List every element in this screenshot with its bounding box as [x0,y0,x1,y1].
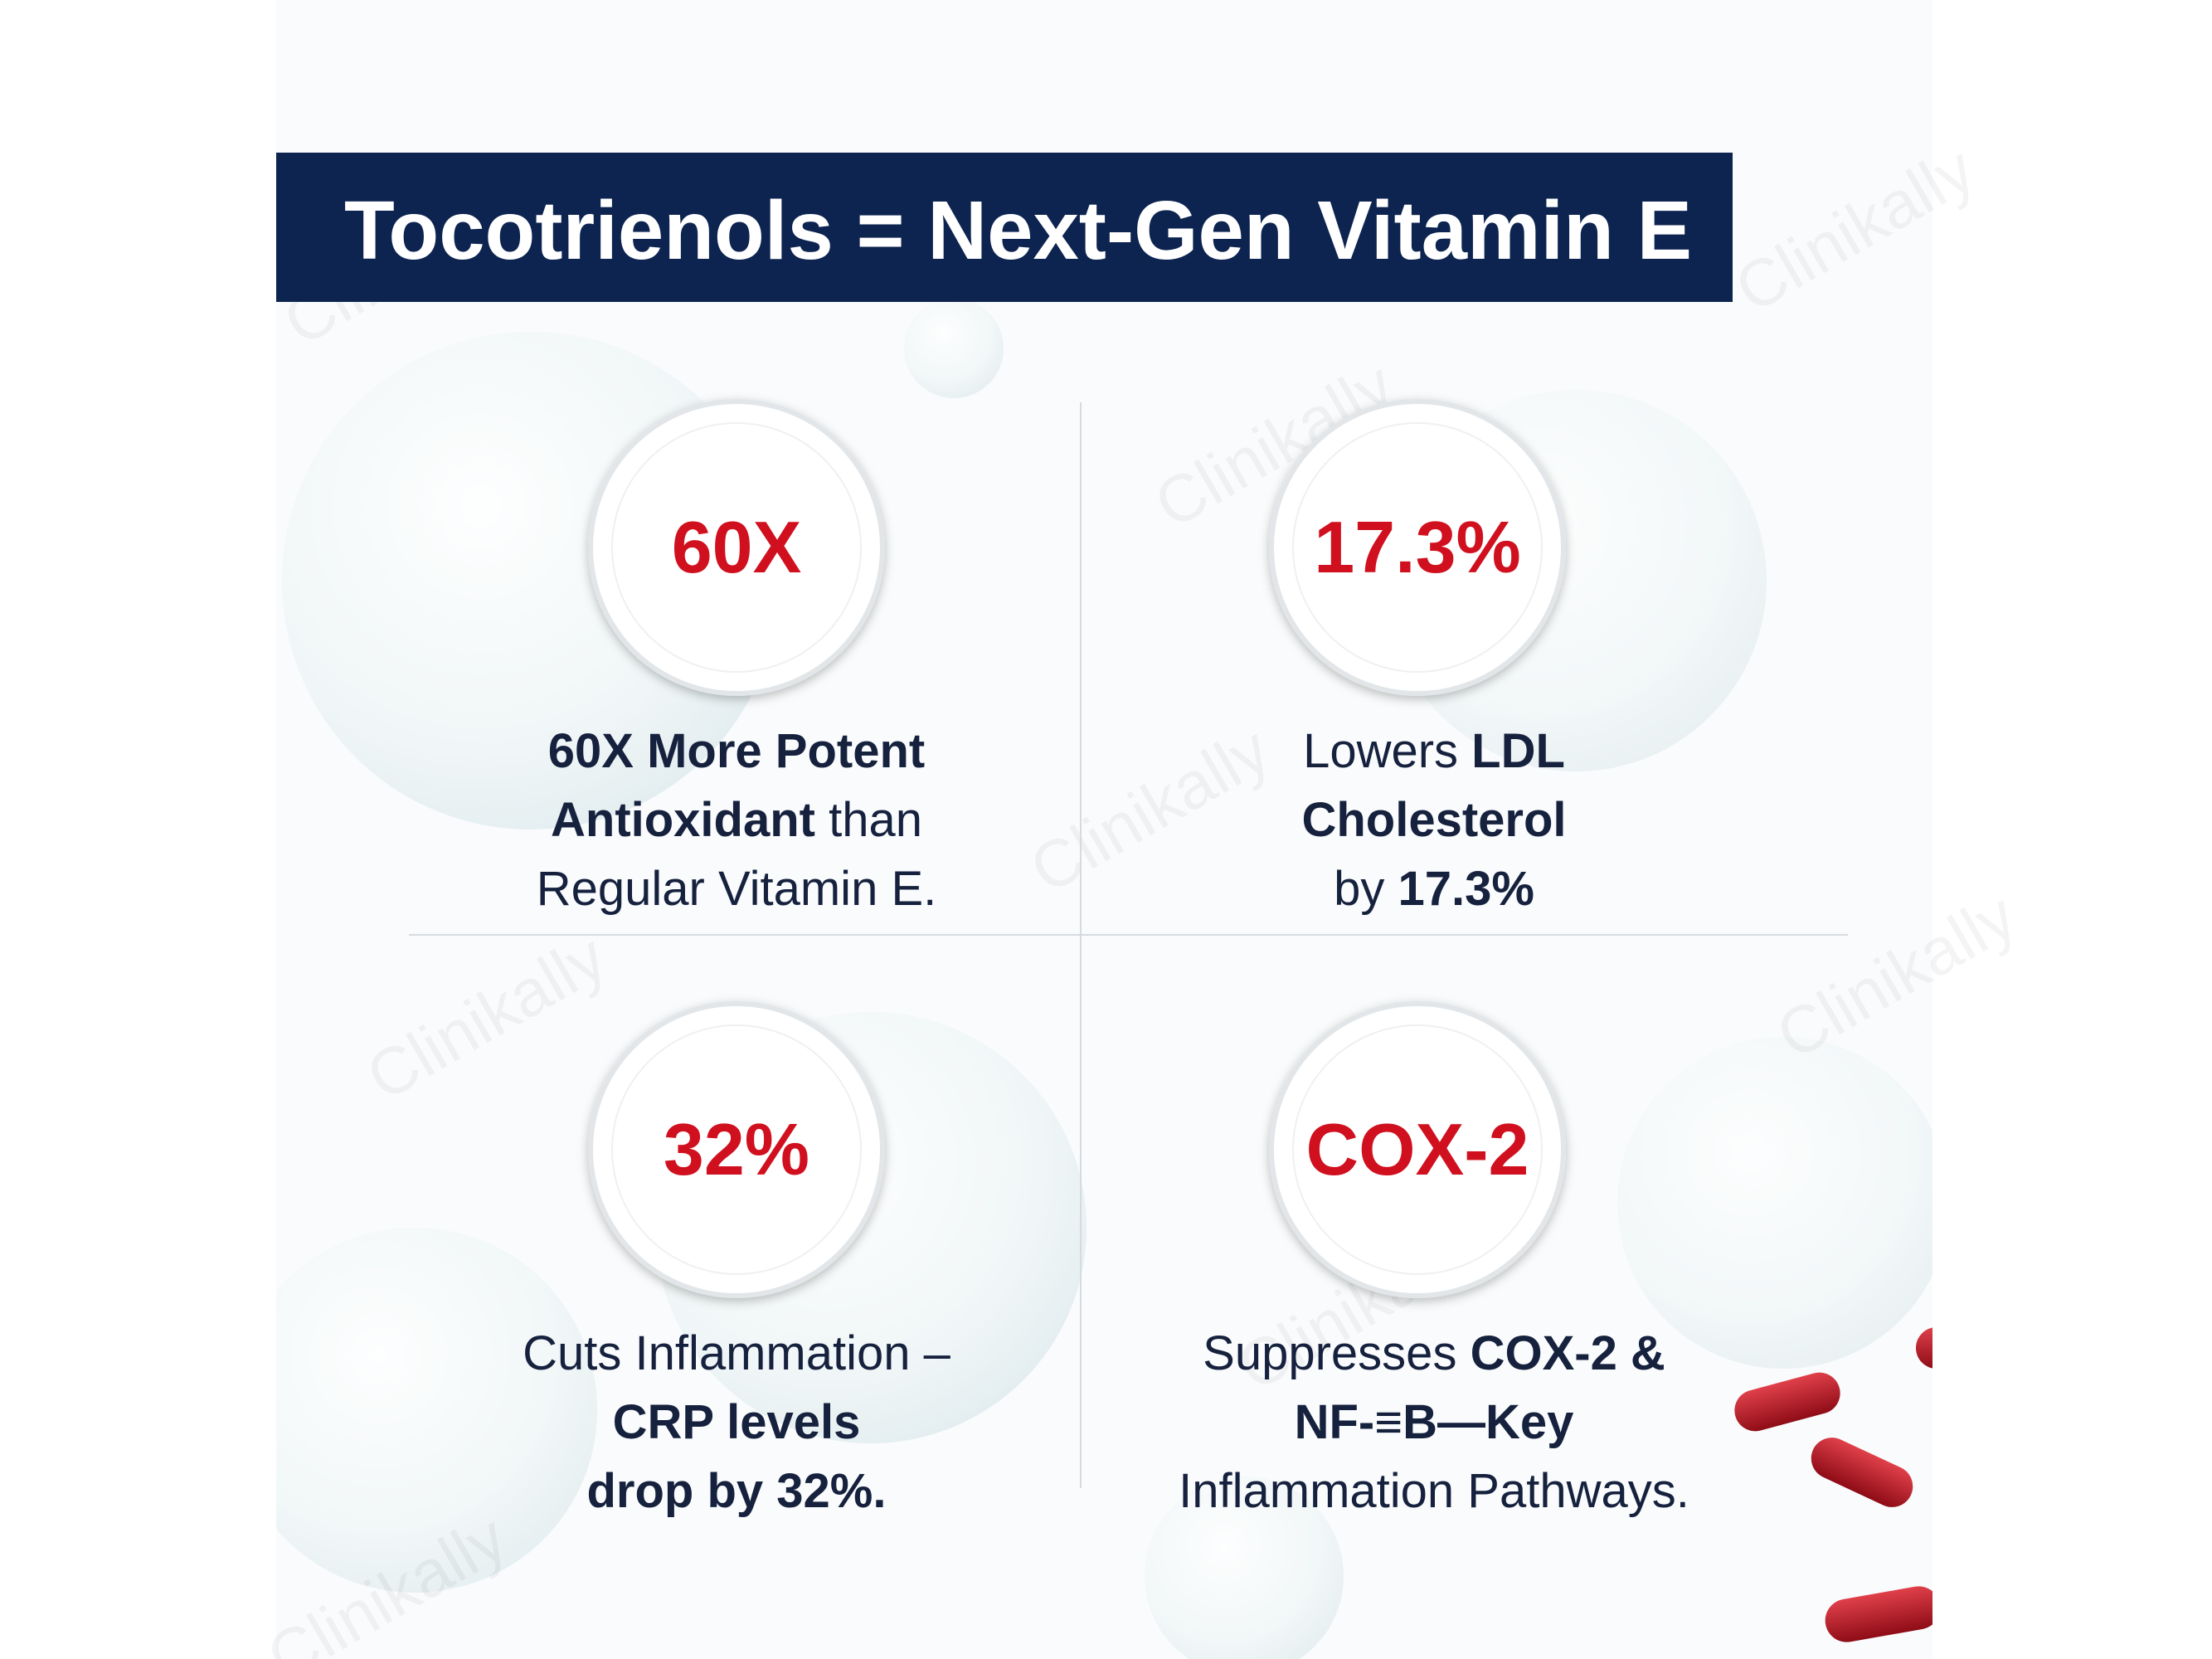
description-text: CRP levels [613,1395,861,1449]
description-line: Antioxidant than [551,793,922,847]
description-line: Inflammation Pathways. [1179,1464,1689,1518]
stat-value: COX-2 [1306,1108,1529,1190]
description-text: Suppresses [1203,1326,1470,1380]
description-text: Cuts Inflammation – [523,1326,951,1380]
description-line: Cuts Inflammation – [523,1326,951,1380]
description-text: than [815,793,922,847]
stat-circle [1292,422,1543,673]
stat-circle [1292,1024,1543,1275]
description-text: by [1334,862,1398,916]
stat-circle [611,422,862,673]
description-text: LDL [1471,724,1565,778]
description-text: 60X More Potent [548,724,925,778]
description-text: drop by 32%. [587,1464,887,1518]
description-line: drop by 32%. [587,1464,887,1518]
header-title: Tocotrienols = Next-Gen Vitamin E [344,184,1692,277]
header-bar [276,153,1733,302]
description-text: NF-≡B—Key [1295,1395,1574,1449]
description-line: Suppresses COX-2 & [1203,1326,1665,1380]
cards: 60X 60X More Potent Antioxidant than Regula… [523,399,1689,1518]
stat-value: 17.3% [1314,506,1521,588]
stat-value: 60X [672,506,802,588]
description-line: NF-≡B—Key [1295,1395,1574,1449]
description-text: Cholesterol [1301,793,1566,847]
description-line: Lowers LDL [1303,724,1565,778]
description-line: by 17.3% [1334,862,1534,916]
description-text: Regular Vitamin E. [537,862,937,916]
description-line: Regular Vitamin E. [537,862,937,916]
description-text: Antioxidant [551,793,815,847]
description-text: 17.3% [1398,862,1534,916]
stat-circle [611,1024,862,1275]
description-line: Cholesterol [1301,793,1566,847]
description-text: COX-2 & [1471,1326,1665,1380]
description-line: 60X More Potent [548,724,925,778]
stat-value: 32% [664,1108,809,1190]
description-text: Lowers [1303,724,1471,778]
description-text: Inflammation Pathways. [1179,1464,1689,1518]
description-line: CRP levels [613,1395,861,1449]
